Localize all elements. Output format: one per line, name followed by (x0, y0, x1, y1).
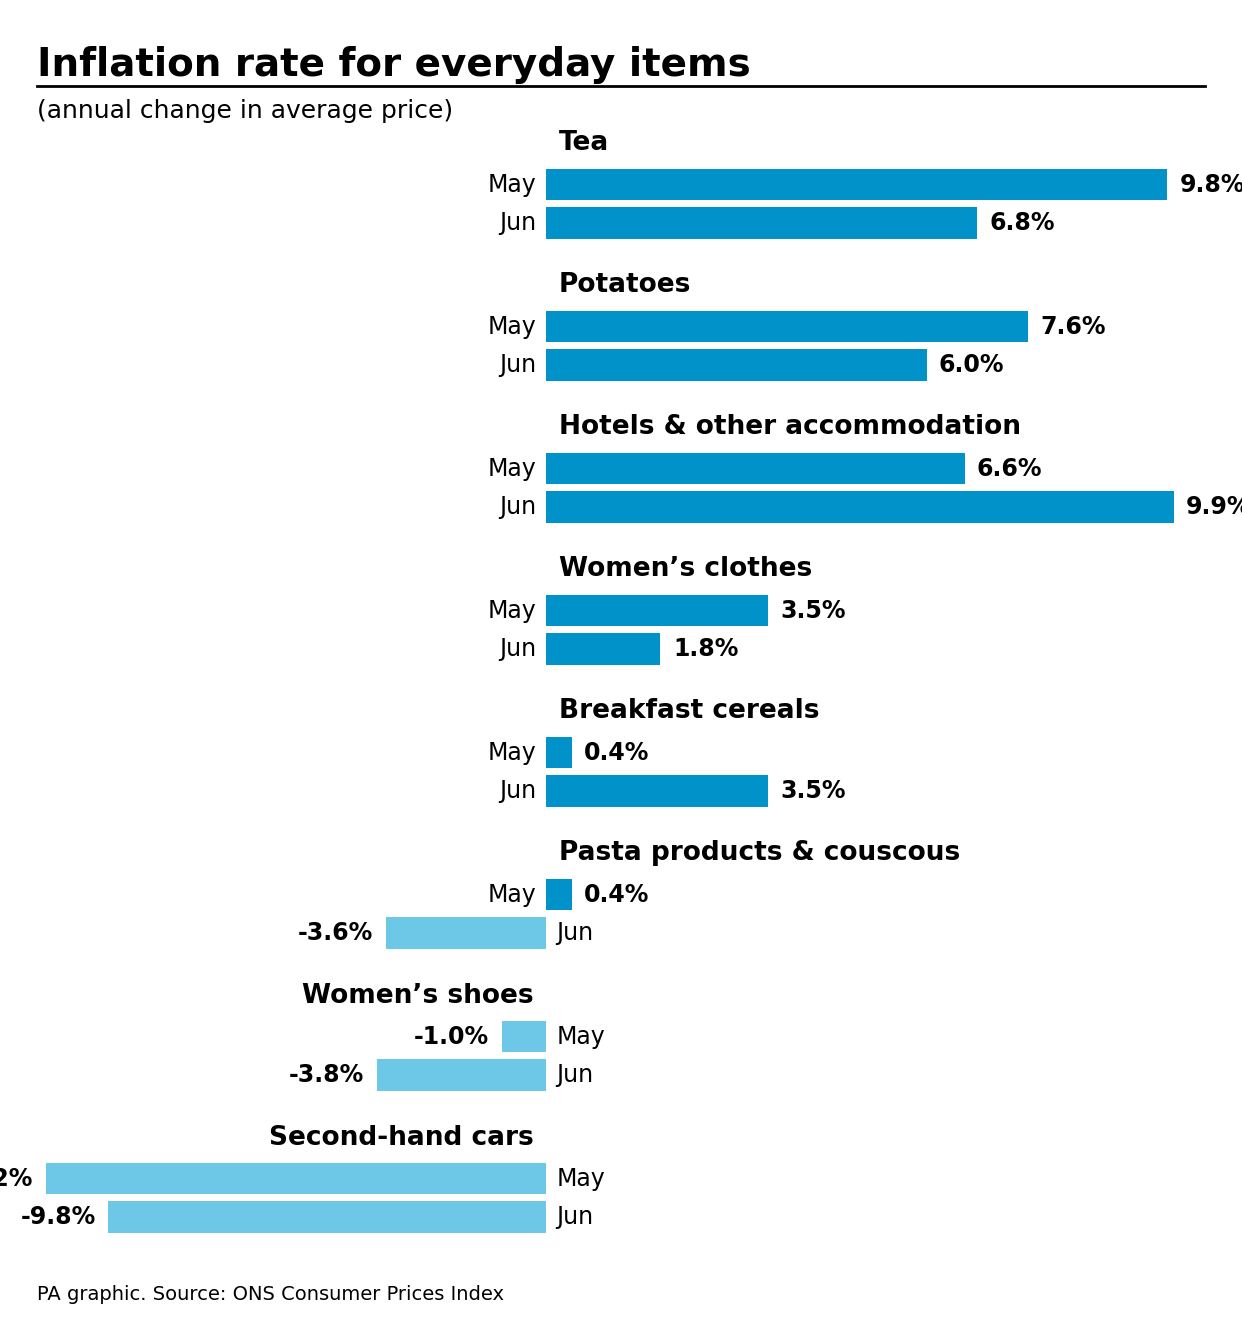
FancyBboxPatch shape (546, 491, 1174, 523)
Text: Jun: Jun (499, 637, 537, 660)
Text: Hotels & other accommodation: Hotels & other accommodation (559, 415, 1021, 440)
Text: -3.6%: -3.6% (298, 921, 373, 945)
FancyBboxPatch shape (376, 1059, 546, 1091)
FancyBboxPatch shape (385, 917, 546, 948)
Text: -1.0%: -1.0% (415, 1025, 489, 1049)
Text: May: May (488, 598, 537, 622)
Text: May: May (556, 1025, 605, 1049)
FancyBboxPatch shape (546, 775, 768, 807)
Text: Tea: Tea (559, 131, 609, 156)
Text: 3.5%: 3.5% (781, 779, 846, 803)
Text: 6.8%: 6.8% (990, 211, 1056, 235)
FancyBboxPatch shape (546, 594, 768, 626)
Text: 1.8%: 1.8% (673, 637, 738, 660)
Text: 6.0%: 6.0% (939, 353, 1005, 376)
Text: Potatoes: Potatoes (559, 272, 692, 299)
FancyBboxPatch shape (46, 1162, 546, 1194)
Text: PA graphic. Source: ONS Consumer Prices Index: PA graphic. Source: ONS Consumer Prices … (37, 1285, 504, 1304)
Text: 6.6%: 6.6% (977, 457, 1042, 481)
Text: -9.8%: -9.8% (21, 1205, 96, 1229)
Text: May: May (488, 314, 537, 338)
Text: (annual change in average price): (annual change in average price) (37, 99, 453, 123)
FancyBboxPatch shape (546, 878, 571, 910)
Text: Jun: Jun (499, 495, 537, 519)
Text: May: May (488, 882, 537, 906)
Text: Jun: Jun (556, 1205, 594, 1229)
Text: 7.6%: 7.6% (1041, 314, 1105, 338)
Text: May: May (488, 741, 537, 765)
Text: Inflation rate for everyday items: Inflation rate for everyday items (37, 46, 751, 85)
Text: -11.2%: -11.2% (0, 1166, 34, 1190)
FancyBboxPatch shape (546, 633, 661, 664)
FancyBboxPatch shape (546, 349, 927, 380)
FancyBboxPatch shape (546, 453, 965, 485)
Text: Jun: Jun (499, 353, 537, 376)
FancyBboxPatch shape (546, 207, 977, 239)
Text: Jun: Jun (499, 779, 537, 803)
Text: Jun: Jun (556, 1063, 594, 1087)
Text: 3.5%: 3.5% (781, 598, 846, 622)
Text: Jun: Jun (556, 921, 594, 945)
Text: -3.8%: -3.8% (289, 1063, 364, 1087)
Text: May: May (488, 173, 537, 197)
Text: May: May (488, 457, 537, 481)
FancyBboxPatch shape (502, 1021, 546, 1053)
Text: 0.4%: 0.4% (584, 741, 650, 765)
Text: 9.8%: 9.8% (1180, 173, 1242, 197)
FancyBboxPatch shape (546, 169, 1167, 201)
Text: Breakfast cereals: Breakfast cereals (559, 699, 820, 724)
Text: Pasta products & couscous: Pasta products & couscous (559, 840, 960, 867)
Text: Women’s clothes: Women’s clothes (559, 556, 812, 583)
Text: Women’s shoes: Women’s shoes (303, 983, 534, 1008)
Text: 0.4%: 0.4% (584, 882, 650, 906)
FancyBboxPatch shape (546, 310, 1028, 342)
FancyBboxPatch shape (108, 1201, 546, 1232)
Text: Second-hand cars: Second-hand cars (270, 1124, 534, 1151)
Text: May: May (556, 1166, 605, 1190)
Text: Jun: Jun (499, 211, 537, 235)
FancyBboxPatch shape (546, 737, 571, 769)
Text: 9.9%: 9.9% (1186, 495, 1242, 519)
